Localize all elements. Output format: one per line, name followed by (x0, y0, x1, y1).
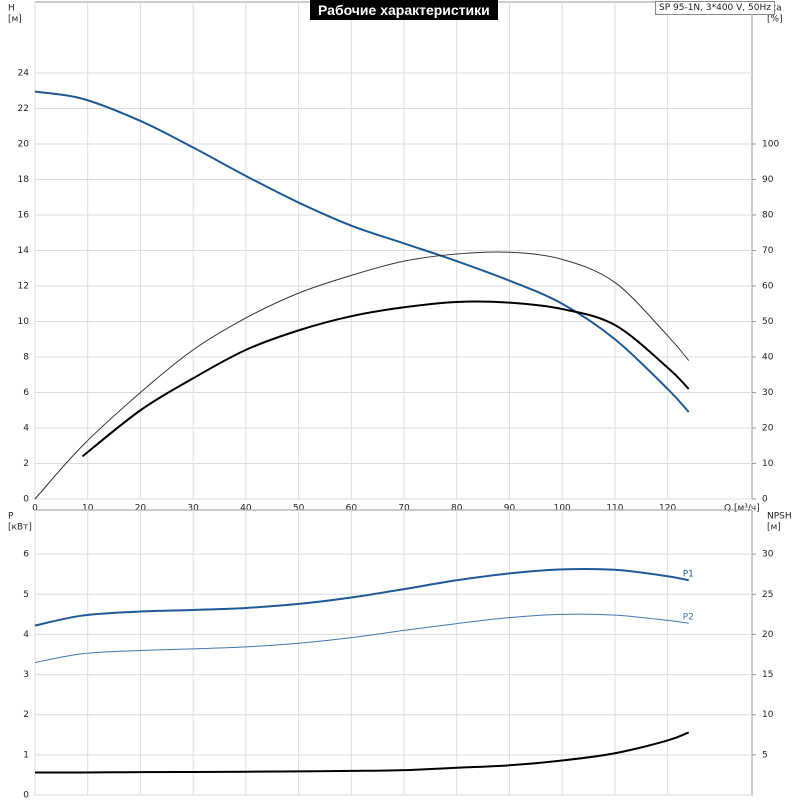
y-axis-label: [м] (8, 15, 22, 25)
curve (34, 251, 690, 500)
y2-tick-label: 100 (762, 140, 779, 150)
y2-tick-label: 80 (762, 211, 774, 221)
series-label: P1 (683, 570, 694, 580)
y-tick-label: 8 (23, 353, 29, 363)
y-tick-label: 10 (18, 317, 30, 327)
y-tick-label: 6 (23, 388, 29, 398)
y2-tick-label: 90 (762, 175, 774, 185)
y-tick-label: 22 (18, 104, 29, 114)
y2-tick-label: 5 (762, 750, 768, 760)
y-tick-label: 20 (18, 140, 30, 150)
curve (34, 731, 690, 774)
y-tick-label: 1 (23, 750, 29, 760)
y2-tick-label: 10 (762, 710, 774, 720)
y2-tick-label: 50 (762, 317, 774, 327)
y2-tick-label: 20 (762, 424, 774, 434)
y-tick-label: 0 (23, 791, 29, 800)
y-tick-label: 24 (18, 69, 30, 79)
x-tick-label: 40 (240, 504, 252, 514)
y-tick-label: 16 (18, 211, 30, 221)
x-tick-label: 100 (554, 504, 571, 514)
x-axis-label: Q [м³/ч] (724, 504, 760, 514)
y-tick-label: 4 (23, 424, 29, 434)
y-axis-label: H (8, 4, 15, 14)
y2-tick-label: 10 (762, 459, 774, 469)
y-tick-label: 2 (23, 710, 29, 720)
y-tick-label: 5 (23, 590, 29, 600)
model-label: SP 95-1N, 3*400 V, 50Hz (655, 1, 775, 15)
y2-axis-label: [м] (767, 523, 781, 533)
y2-tick-label: 30 (762, 388, 774, 398)
curve (34, 613, 689, 664)
curve (81, 300, 690, 458)
x-tick-label: 0 (32, 504, 38, 514)
y2-tick-label: 15 (762, 670, 773, 680)
x-tick-label: 80 (451, 504, 463, 514)
y-tick-label: 3 (23, 670, 29, 680)
y2-tick-label: 30 (762, 550, 774, 560)
y-tick-label: 14 (18, 246, 30, 256)
y-tick-label: 4 (23, 630, 29, 640)
y2-axis-label: [%] (767, 15, 783, 25)
x-tick-label: 50 (293, 504, 305, 514)
y-tick-label: 18 (18, 175, 30, 185)
y-axis-label: [кВт] (8, 523, 32, 533)
curve (34, 90, 690, 413)
y2-tick-label: 70 (762, 246, 774, 256)
x-tick-label: 20 (135, 504, 147, 514)
y-tick-label: 12 (18, 282, 29, 292)
y2-tick-label: 0 (762, 495, 768, 505)
y-tick-label: 2 (23, 459, 29, 469)
y2-tick-label: 25 (762, 590, 773, 600)
x-tick-label: 110 (606, 504, 623, 514)
y2-axis-label: NPSH (767, 512, 792, 522)
y2-tick-label: 20 (762, 630, 774, 640)
x-tick-label: 30 (187, 504, 199, 514)
y-tick-label: 0 (23, 495, 29, 505)
y2-tick-label: 60 (762, 282, 774, 292)
series-label: P2 (683, 613, 694, 623)
x-tick-label: 90 (504, 504, 516, 514)
y-axis-label: P (8, 512, 14, 522)
y2-tick-label: 40 (762, 353, 774, 363)
plot-frame (34, 509, 753, 796)
x-tick-label: 70 (398, 504, 410, 514)
x-tick-label: 10 (82, 504, 94, 514)
curve (34, 567, 689, 627)
x-tick-label: 60 (346, 504, 358, 514)
x-tick-label: 120 (659, 504, 676, 514)
y-tick-label: 6 (23, 550, 29, 560)
chart-title: Рабочие характеристики (310, 0, 498, 20)
